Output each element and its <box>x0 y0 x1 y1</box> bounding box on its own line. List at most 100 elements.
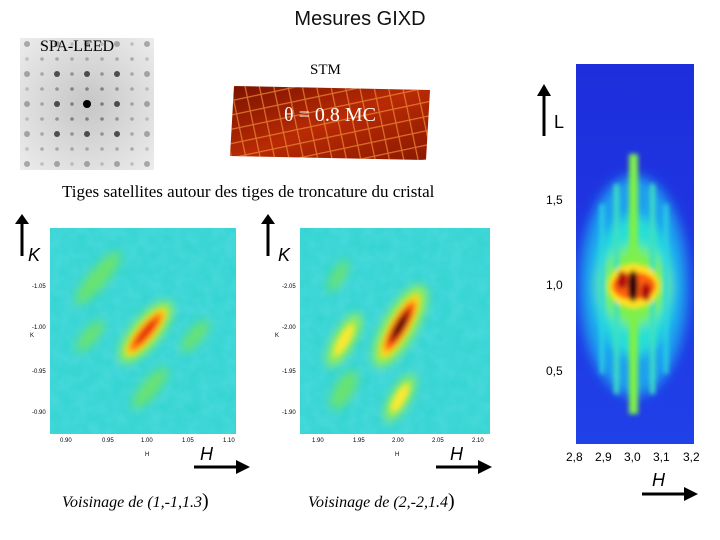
leed-spot <box>100 57 104 61</box>
map2-xtick: 1.90 <box>312 438 324 444</box>
l-axis-label: L <box>554 112 565 132</box>
leed-spot <box>145 147 149 151</box>
map1-ytick: -0.90 <box>32 410 46 416</box>
stm-label: STM <box>310 62 341 78</box>
map1-caption: Voisinage de (1,-1,1.3) <box>62 490 209 512</box>
rod-scan-map <box>576 64 694 444</box>
map2-ytick: -2.00 <box>282 325 296 331</box>
leed-spot <box>114 71 120 77</box>
leed-spot <box>70 42 74 46</box>
leed-spot <box>24 41 30 47</box>
leed-spot <box>85 87 89 91</box>
leed-spot <box>70 102 74 106</box>
leed-spot <box>70 72 74 76</box>
leed-spot <box>54 131 60 137</box>
map2-ytick: -1.90 <box>282 410 296 416</box>
gixd-map-2 <box>300 228 490 434</box>
leed-spot <box>84 71 90 77</box>
leed-spot <box>40 42 44 46</box>
leed-spot <box>100 72 104 76</box>
map1-xtick: 1.05 <box>182 438 194 444</box>
h-axis-label: H <box>200 444 213 464</box>
leed-spot <box>114 41 120 47</box>
map2-h-small: H <box>395 452 400 458</box>
leed-spot <box>100 87 104 91</box>
leed-spot <box>130 102 134 106</box>
leed-spot <box>83 100 91 108</box>
map1-ytick: -1.05 <box>32 284 46 290</box>
leed-spot <box>115 87 119 91</box>
rod-xtick: 2,8 <box>566 450 583 464</box>
map1-xtick: 1.10 <box>223 438 235 444</box>
leed-spot <box>54 71 60 77</box>
h-axis-arrow-2 <box>436 460 492 474</box>
leed-spot <box>24 71 30 77</box>
leed-spot <box>144 71 150 77</box>
leed-spot <box>130 147 134 151</box>
leed-spot <box>100 147 104 151</box>
leed-spot <box>70 87 74 91</box>
leed-spot <box>114 101 120 107</box>
leed-spot <box>25 87 29 91</box>
map1-xtick: 0.90 <box>60 438 72 444</box>
leed-spot <box>130 87 134 91</box>
leed-spot <box>84 161 90 167</box>
leed-spot <box>40 132 44 136</box>
leed-spot <box>144 41 150 47</box>
slide-title: Mesures GIXD <box>294 8 426 30</box>
leed-spot <box>115 57 119 61</box>
rod-scan-plot <box>576 64 694 444</box>
map1-h-small: H <box>145 452 150 458</box>
leed-spot <box>55 117 59 121</box>
leed-spot <box>40 162 44 166</box>
k-axis-label: K <box>28 245 41 265</box>
rod-ytick: 0,5 <box>546 364 563 378</box>
leed-pattern <box>20 38 154 170</box>
map2-xtick: 2.10 <box>472 438 484 444</box>
leed-spot <box>70 147 74 151</box>
leed-spot <box>54 41 60 47</box>
leed-spot <box>130 162 134 166</box>
leed-spot <box>24 101 30 107</box>
map1-k-small: K <box>30 333 35 339</box>
leed-spot <box>54 161 60 167</box>
leed-spot <box>100 117 104 121</box>
gixd-map-1 <box>50 228 236 434</box>
leed-spot <box>24 131 30 137</box>
leed-spot <box>100 132 104 136</box>
leed-spot <box>25 57 29 61</box>
k-axis-label-2: K <box>278 245 291 265</box>
map2-caption: Voisinage de (2,-2,1.4) <box>308 490 455 512</box>
rod-xtick: 3,1 <box>653 450 670 464</box>
leed-spot <box>40 57 44 61</box>
leed-spot <box>100 42 104 46</box>
spa-leed-label: SPA-LEED <box>40 38 115 55</box>
map2-k-small: K <box>275 333 280 339</box>
leed-spot <box>144 131 150 137</box>
leed-spot <box>115 117 119 121</box>
leed-spot <box>85 147 89 151</box>
leed-spot <box>114 161 120 167</box>
leed-spot <box>84 41 90 47</box>
gixd-map-1-plot <box>50 228 236 434</box>
leed-spot <box>25 147 29 151</box>
leed-spot <box>25 117 29 121</box>
leed-spot <box>85 57 89 61</box>
leed-spot <box>40 72 44 76</box>
rod-xtick: 3,0 <box>624 450 641 464</box>
k-axis-arrow-2 <box>261 214 275 256</box>
k-axis-arrow <box>15 214 29 256</box>
leed-spot <box>145 117 149 121</box>
map1-ytick: -0.95 <box>32 369 46 375</box>
leed-spot <box>70 132 74 136</box>
leed-spot <box>40 117 44 121</box>
leed-spot <box>55 87 59 91</box>
leed-spot <box>114 131 120 137</box>
h-axis-label-2: H <box>450 444 463 464</box>
leed-spot <box>130 42 134 46</box>
leed-spot <box>70 117 74 121</box>
leed-spot <box>145 57 149 61</box>
rod-ytick: 1,0 <box>546 278 563 292</box>
map2-xtick: 1.95 <box>353 438 365 444</box>
spa-leed-image <box>20 38 154 170</box>
